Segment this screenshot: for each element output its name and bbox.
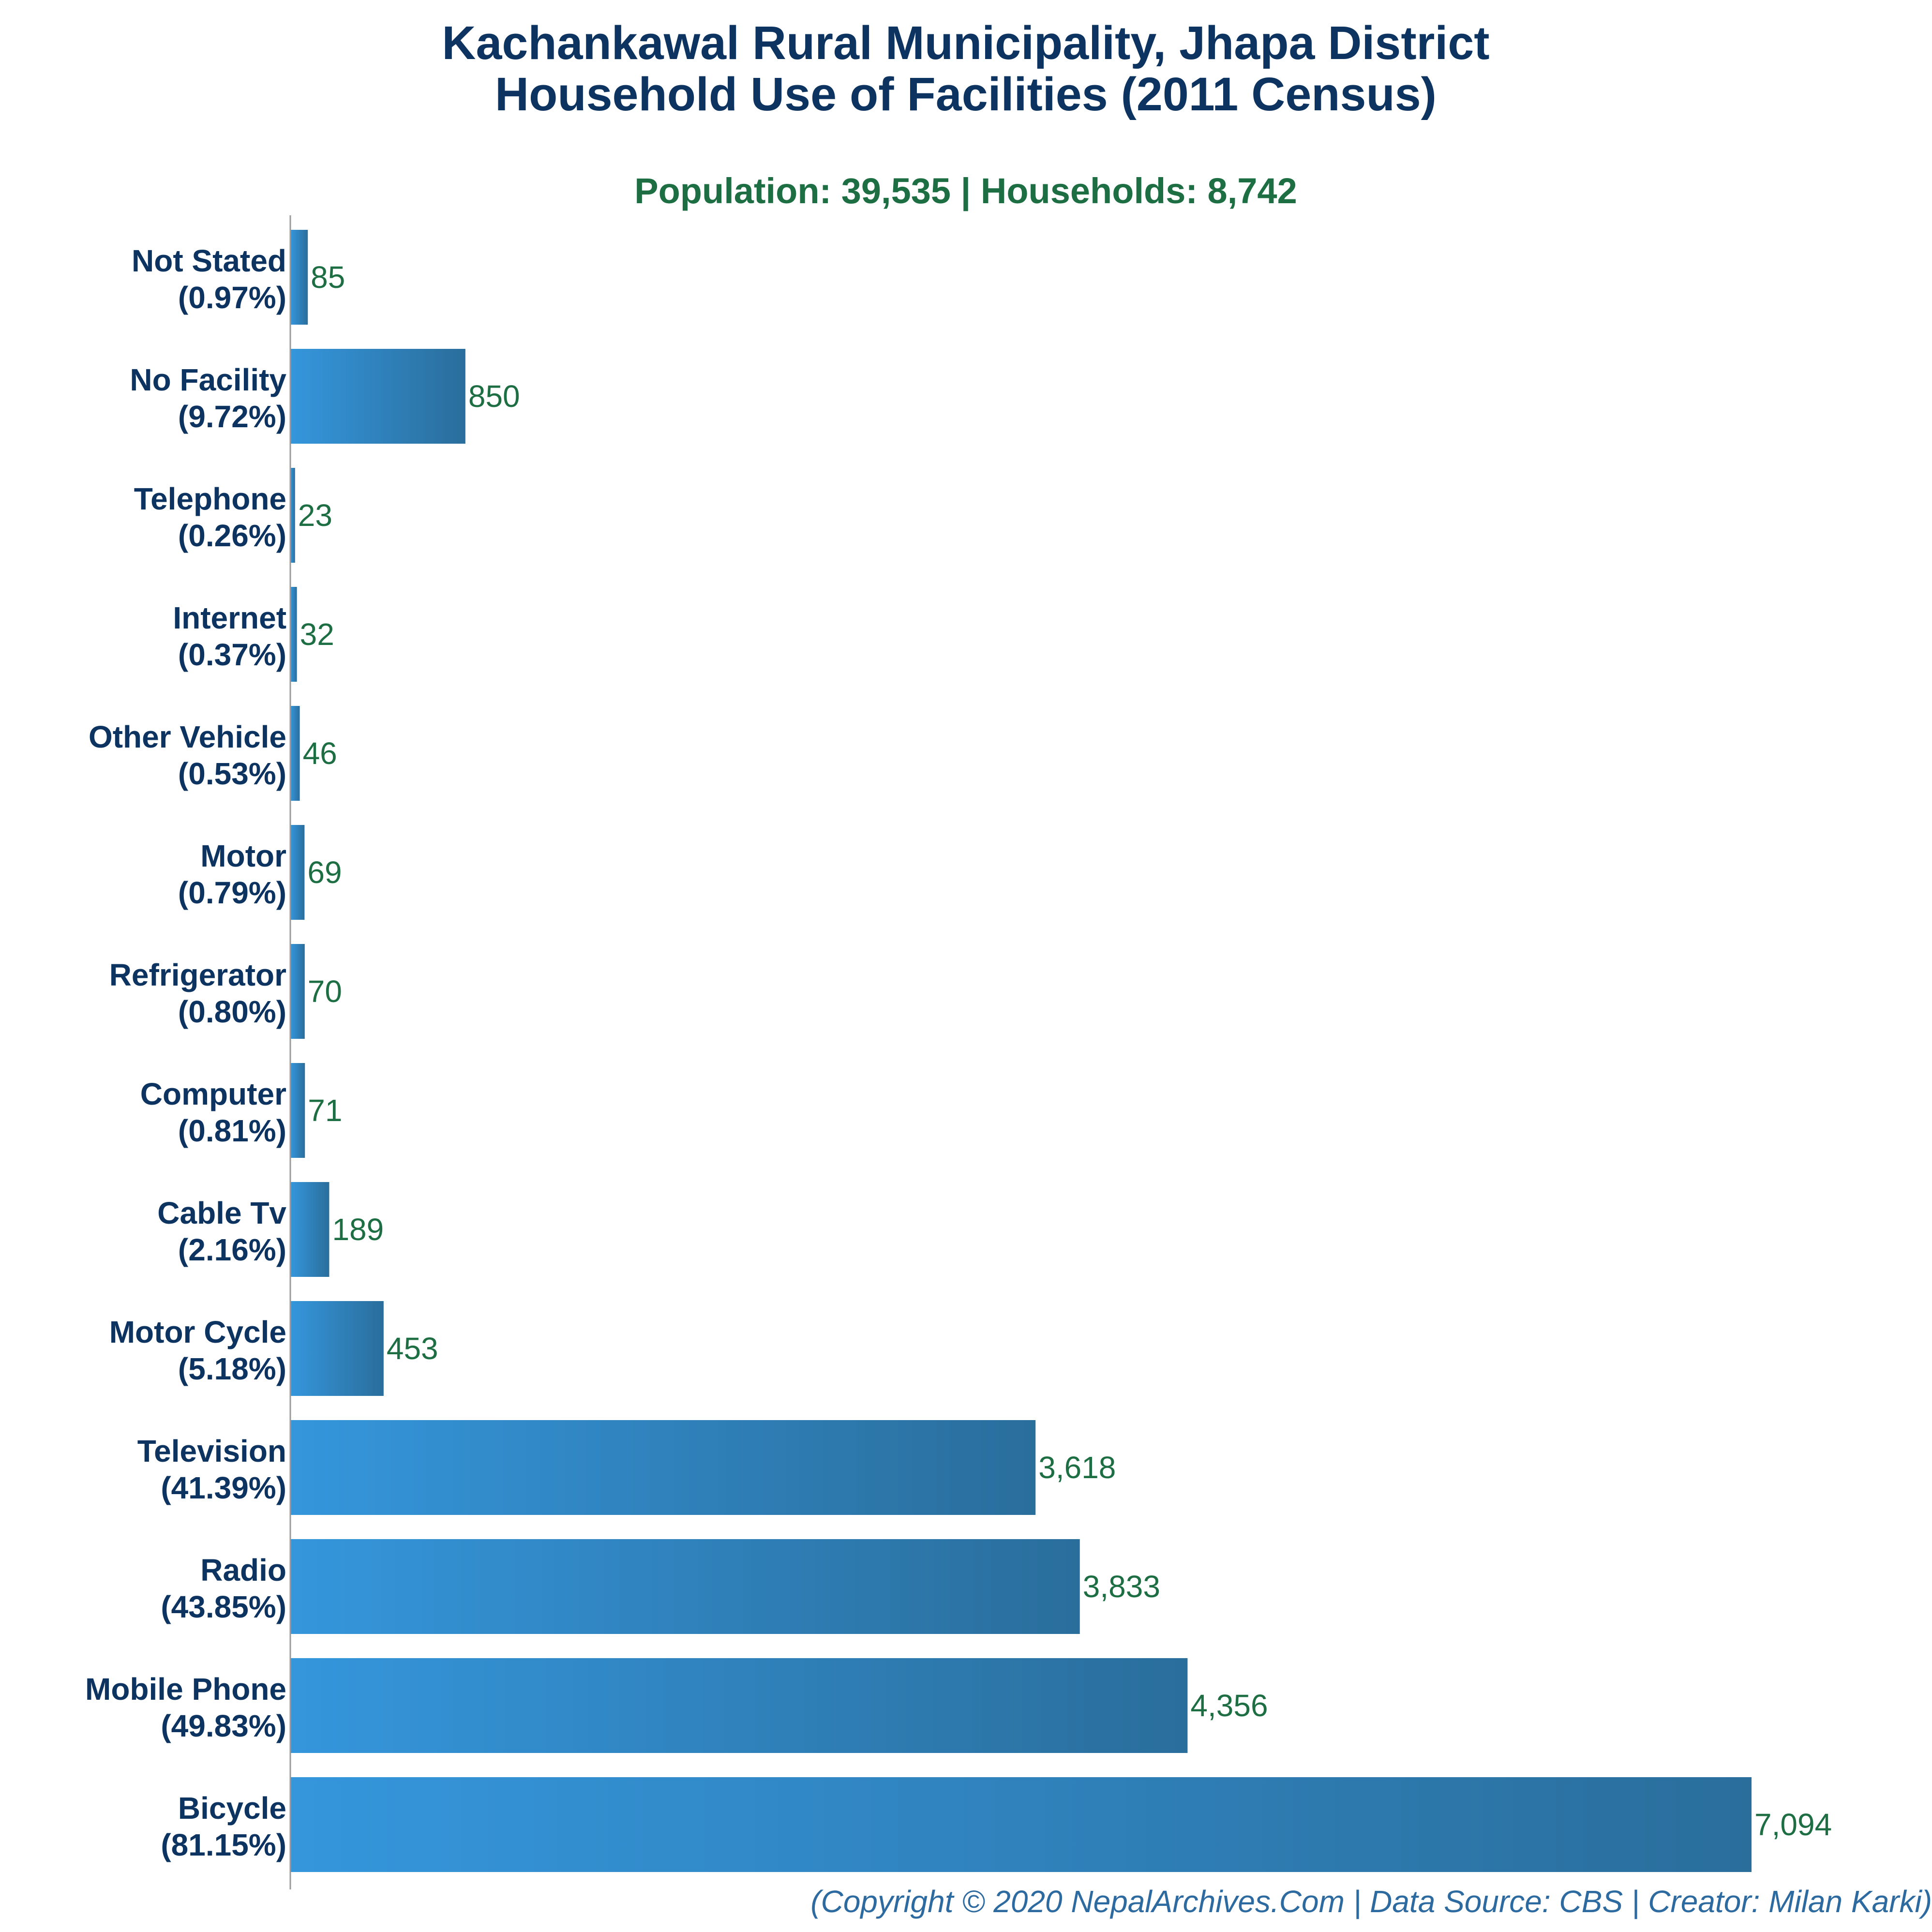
value-label: 189 <box>332 1212 384 1247</box>
category-labels-group: Not Stated (0.97%) No Facility (9.72%) Telep… <box>85 243 286 1862</box>
category-name: Cable Tv <box>157 1196 286 1230</box>
category-label: No Facility (9.72%) <box>130 362 286 434</box>
category-label: Telephone (0.26%) <box>134 481 286 553</box>
category-percent: (0.79%) <box>178 875 286 910</box>
bar <box>290 1063 305 1158</box>
category-label: Motor Cycle (5.18%) <box>109 1315 286 1386</box>
value-labels-group: 85 850 23 32 46 69 70 71 189 453 3,618 3,833 4,356 7,… <box>298 260 1832 1842</box>
bar <box>290 706 300 801</box>
value-label: 850 <box>468 379 520 414</box>
category-name: Mobile Phone <box>85 1672 286 1707</box>
category-percent: (9.72%) <box>178 399 286 434</box>
bar <box>290 230 308 325</box>
category-label: Computer (0.81%) <box>140 1077 286 1148</box>
bar <box>290 944 305 1039</box>
category-percent: (49.83%) <box>161 1708 286 1743</box>
bar <box>290 468 295 563</box>
chart-title: Kachankawal Rural Municipality, Jhapa Di… <box>442 16 1489 69</box>
category-percent: (0.80%) <box>178 994 286 1029</box>
category-percent: (0.53%) <box>178 756 286 791</box>
category-label: Refrigerator (0.80%) <box>109 958 286 1029</box>
value-label: 7,094 <box>1754 1807 1832 1842</box>
bar <box>290 1182 329 1277</box>
category-label: Motor (0.79%) <box>178 839 286 910</box>
category-name: Motor Cycle <box>109 1315 286 1349</box>
category-label: Radio (43.85%) <box>161 1553 286 1624</box>
value-label: 69 <box>307 855 342 890</box>
category-name: Refrigerator <box>109 958 286 992</box>
category-name: Telephone <box>134 481 286 516</box>
chart-subtitle: Population: 39,535 | Households: 8,742 <box>634 171 1297 211</box>
bar <box>290 349 465 444</box>
category-percent: (0.97%) <box>178 280 286 315</box>
category-percent: (0.37%) <box>178 637 286 672</box>
bar <box>290 1301 384 1396</box>
category-percent: (2.16%) <box>178 1232 286 1267</box>
category-label: Bicycle (81.15%) <box>161 1791 286 1862</box>
category-label: Not Stated (0.97%) <box>132 243 286 315</box>
category-percent: (43.85%) <box>161 1589 286 1624</box>
category-label: Mobile Phone (49.83%) <box>85 1672 286 1743</box>
category-label: Other Vehicle (0.53%) <box>89 719 286 791</box>
category-percent: (5.18%) <box>178 1351 286 1386</box>
category-percent: (41.39%) <box>161 1470 286 1505</box>
value-label: 85 <box>311 260 345 295</box>
category-name: Television <box>137 1434 286 1468</box>
category-name: Computer <box>140 1077 286 1111</box>
value-label: 32 <box>300 617 334 652</box>
category-label: Cable Tv (2.16%) <box>157 1196 286 1267</box>
category-label: Internet (0.37%) <box>173 600 286 672</box>
category-label: Television (41.39%) <box>137 1434 286 1505</box>
credit-text: (Copyright © 2020 NepalArchives.Com | Da… <box>810 1884 1932 1919</box>
bar <box>290 1658 1188 1753</box>
value-label: 453 <box>387 1331 438 1366</box>
value-label: 71 <box>308 1093 342 1128</box>
bar <box>290 1420 1036 1515</box>
value-label: 4,356 <box>1190 1688 1268 1723</box>
category-percent: (0.26%) <box>178 518 286 553</box>
bar <box>290 1539 1080 1634</box>
bar <box>290 825 305 920</box>
chart-title-line2: Household Use of Facilities (2011 Census… <box>495 68 1437 120</box>
bars-group <box>290 230 1752 1872</box>
value-label: 70 <box>308 974 342 1009</box>
category-name: Radio <box>200 1553 286 1588</box>
category-name: No Facility <box>130 362 286 397</box>
value-label: 3,618 <box>1038 1450 1116 1485</box>
value-label: 23 <box>298 498 332 533</box>
value-label: 46 <box>303 736 337 771</box>
category-name: Internet <box>173 600 286 635</box>
bar <box>290 1777 1752 1872</box>
category-percent: (81.15%) <box>161 1827 286 1862</box>
category-name: Not Stated <box>132 243 286 278</box>
bar <box>290 587 297 682</box>
category-name: Bicycle <box>178 1791 286 1826</box>
category-name: Other Vehicle <box>89 719 286 754</box>
category-name: Motor <box>200 839 286 873</box>
value-label: 3,833 <box>1083 1569 1160 1604</box>
category-percent: (0.81%) <box>178 1113 286 1148</box>
